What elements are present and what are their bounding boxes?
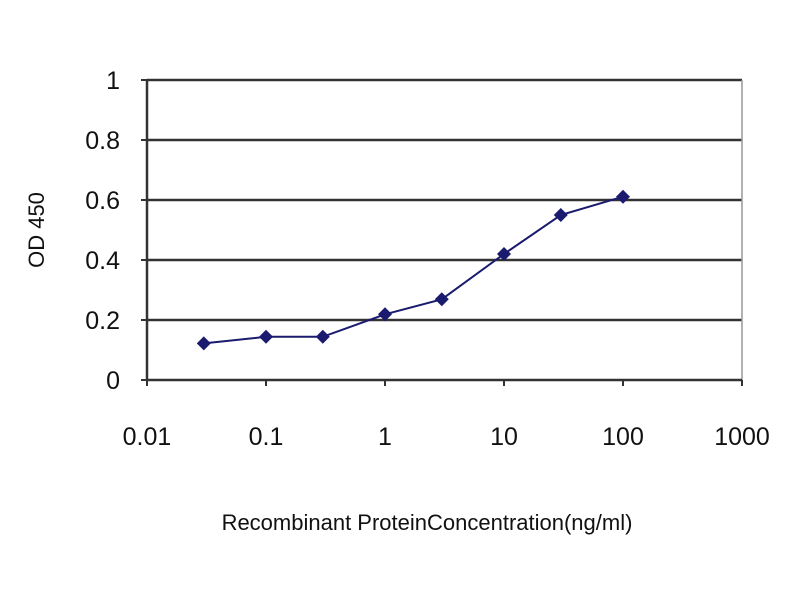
x-tick-label: 1000 [714,423,770,451]
y-tick-label: 0.4 [85,247,120,275]
data-point [315,329,330,344]
x-tick-label: 0.01 [123,423,172,451]
data-point [259,329,273,344]
data-point [616,189,630,204]
data-point [378,307,392,322]
y-tick-label: 0.6 [85,187,120,215]
y-axis-label: OD 450 [24,192,49,268]
series-line [203,195,624,345]
data-point [553,208,568,222]
data-point [497,247,511,261]
x-tick-label: 100 [602,423,644,451]
data-point [434,292,449,307]
x-tick-label: 1 [378,423,392,451]
data-point [196,336,211,351]
x-axis-label: Recombinant ProteinConcentration(ng/ml) [222,510,633,535]
y-tick-label: 1 [106,67,120,95]
y-tick-label: 0.2 [85,307,120,335]
y-tick-label: 0.8 [85,127,120,155]
x-tick-label: 0.1 [249,423,284,451]
x-tick-label: 10 [490,423,518,451]
y-tick-label: 0 [106,367,120,395]
